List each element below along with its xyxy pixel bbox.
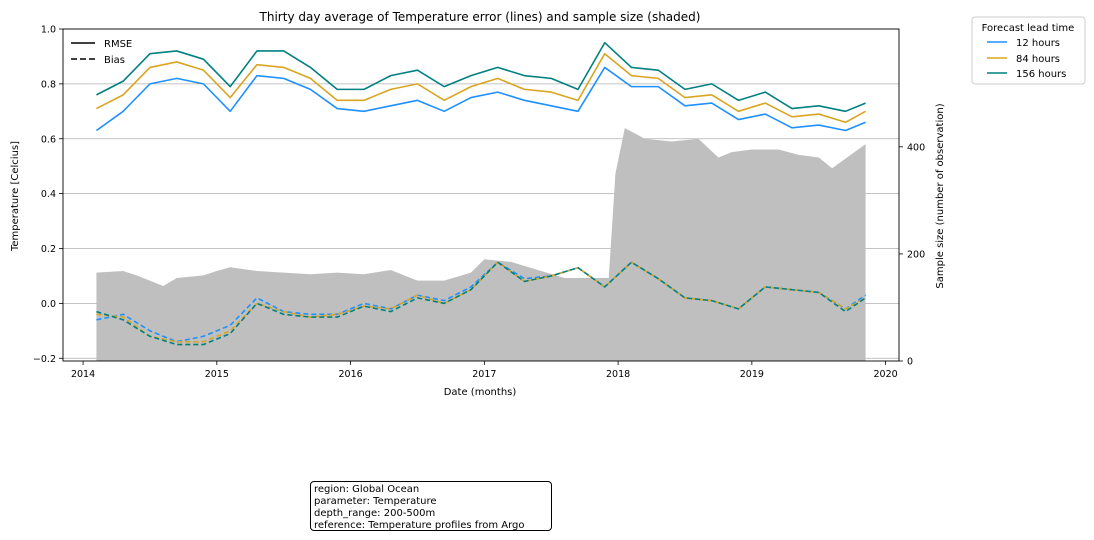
plot-border bbox=[62, 28, 900, 362]
y-tick-label: 0.8 bbox=[41, 79, 56, 90]
y-tick-label: −0.2 bbox=[33, 354, 56, 365]
y-tick-label: 0.6 bbox=[41, 134, 56, 145]
legend-label-156h: 156 hours bbox=[1016, 69, 1066, 80]
y-axis-label: Temperature [Celcius] bbox=[10, 141, 21, 252]
series-lines bbox=[95, 41, 867, 346]
metadata-reference: reference: Temperature profiles from Arg… bbox=[314, 520, 525, 531]
sample-size-area bbox=[96, 128, 866, 361]
rmse-line-12-hours bbox=[95, 66, 866, 132]
x-axis-label: Date (months) bbox=[444, 387, 517, 398]
bias-line-156-hours bbox=[96, 261, 867, 346]
y-tick-label: 1.0 bbox=[41, 25, 56, 36]
x-tick-label: 2017 bbox=[472, 369, 496, 380]
x-axis: 2014 2015 2016 2017 2018 2019 2020 bbox=[71, 361, 898, 380]
rmse-line-156-hours bbox=[96, 41, 866, 113]
y-tick-label: 0.2 bbox=[41, 244, 56, 255]
legend-frame bbox=[971, 16, 1086, 85]
x-tick-label: 2014 bbox=[71, 369, 95, 380]
y2-tick-label: 200 bbox=[907, 249, 925, 260]
y-tick-label: 0.4 bbox=[41, 189, 56, 200]
metadata-region: region: Global Ocean bbox=[314, 484, 420, 495]
lead-time-legend: Forecast lead time 12 hours 84 hours 156… bbox=[971, 16, 1086, 85]
plot-area bbox=[62, 28, 900, 362]
y2-axis-label: Sample size (number of observation) bbox=[935, 103, 946, 288]
y-axis: −0.2 0.0 0.2 0.4 0.6 0.8 1.0 bbox=[33, 25, 63, 365]
x-tick-label: 2016 bbox=[338, 369, 362, 380]
y2-tick-label: 0 bbox=[907, 357, 913, 368]
metadata-parameter: parameter: Temperature bbox=[314, 496, 437, 507]
bias-line-12-hours bbox=[96, 261, 867, 343]
legend-label-rmse: RMSE bbox=[104, 39, 132, 50]
plot-frame bbox=[62, 28, 900, 362]
y2-axis: 0 200 400 bbox=[899, 142, 925, 368]
x-tick-label: 2018 bbox=[606, 369, 630, 380]
x-tick-label: 2020 bbox=[874, 369, 898, 380]
legend-label-12h: 12 hours bbox=[1016, 38, 1060, 49]
sample-size-shade bbox=[96, 128, 866, 361]
line-style-legend: RMSE Bias bbox=[71, 39, 132, 66]
x-tick-label: 2015 bbox=[205, 369, 229, 380]
legend-label-bias: Bias bbox=[104, 55, 125, 66]
rmse-line-84-hours bbox=[96, 52, 866, 124]
y2-tick-label: 400 bbox=[907, 142, 925, 153]
y-tick-label: 0.0 bbox=[41, 299, 56, 310]
metadata-depth-range: depth_range: 200-500m bbox=[314, 508, 436, 519]
metadata-box: region: Global Ocean parameter: Temperat… bbox=[310, 481, 552, 531]
legend-label-84h: 84 hours bbox=[1016, 54, 1060, 65]
legend-title: Forecast lead time bbox=[982, 23, 1075, 34]
chart-title: Thirty day average of Temperature error … bbox=[259, 10, 701, 24]
x-tick-label: 2019 bbox=[740, 369, 764, 380]
